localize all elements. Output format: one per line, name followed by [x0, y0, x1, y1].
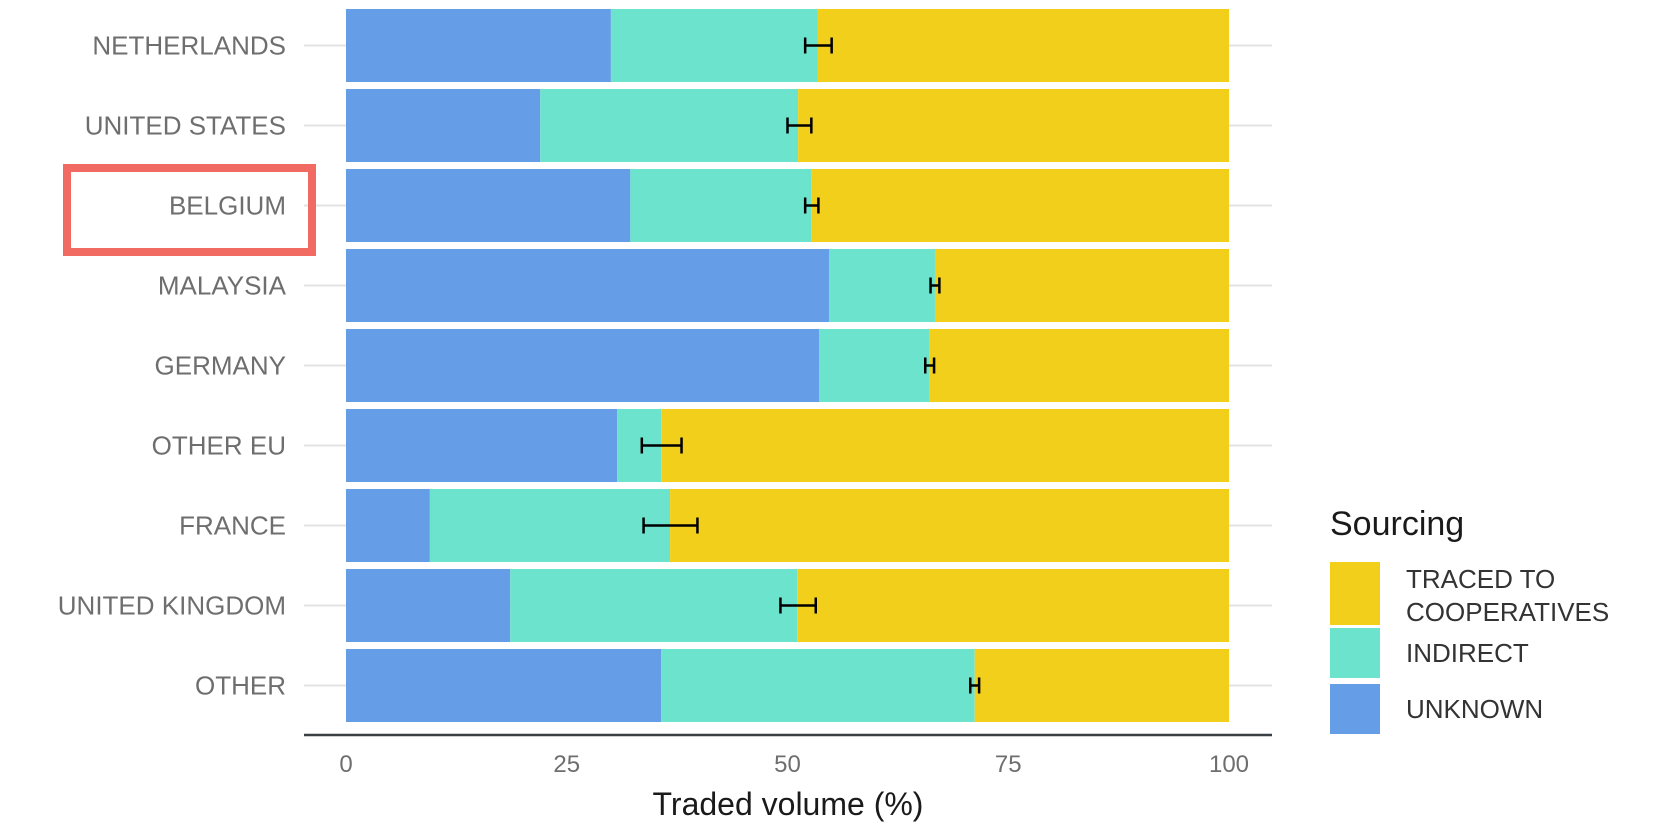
x-tick-label: 50: [774, 751, 801, 778]
error-bar: [803, 197, 820, 214]
bar-indirect-germany: [819, 329, 930, 402]
bar-traced-to-cooperatives-other: [974, 649, 1229, 722]
legend: Sourcing TRACED TO COOPERATIVES INDIRECT UN…: [1330, 505, 1609, 734]
bar-unknown-netherlands: [346, 9, 611, 82]
bar-traced-to-cooperatives-united-states: [798, 89, 1229, 162]
bar-unknown-united-kingdom: [346, 569, 511, 642]
bar-indirect-belgium: [630, 169, 812, 242]
legend-label: TRACED TO COOPERATIVES: [1406, 564, 1609, 627]
x-tick-label: 75: [995, 751, 1022, 778]
category-label: FRANCE: [179, 511, 286, 541]
legend-swatch: [1330, 628, 1380, 678]
category-label: UNITED KINGDOM: [58, 591, 286, 621]
error-bar: [642, 517, 699, 534]
error-bar: [923, 357, 936, 374]
error-bar: [929, 277, 941, 294]
x-tick-label: 25: [553, 751, 580, 778]
category-label: NETHERLANDS: [92, 31, 286, 61]
bar-traced-to-cooperatives-netherlands: [817, 9, 1229, 82]
bar-traced-to-cooperatives-malaysia: [934, 249, 1229, 322]
legend-label: INDIRECT: [1406, 638, 1529, 668]
bar-indirect-france: [429, 489, 671, 562]
error-bars: [640, 37, 981, 694]
bar-unknown-malaysia: [346, 249, 830, 322]
category-label: UNITED STATES: [85, 111, 286, 141]
bar-traced-to-cooperatives-other-eu: [661, 409, 1229, 482]
x-tick-labels: 0 25 50 75 100: [339, 751, 1249, 778]
bar-traced-to-cooperatives-belgium: [811, 169, 1229, 242]
bar-indirect-united-kingdom: [510, 569, 798, 642]
bar-indirect-other: [661, 649, 975, 722]
error-bar: [969, 677, 981, 694]
bar-unknown-belgium: [346, 169, 631, 242]
bar-unknown-other: [346, 649, 662, 722]
bar-unknown-united-states: [346, 89, 541, 162]
bar-unknown-other-eu: [346, 409, 618, 482]
bars: [346, 9, 1229, 722]
error-bar: [803, 37, 833, 54]
error-bar: [640, 437, 683, 454]
bar-traced-to-cooperatives-germany: [929, 329, 1229, 402]
category-labels: NETHERLANDS UNITED STATES BELGIUM MALAYSIA G…: [58, 31, 287, 701]
legend-swatch: [1330, 684, 1380, 734]
category-label: GERMANY: [155, 351, 286, 381]
category-label: MALAYSIA: [158, 271, 287, 301]
legend-swatch: [1330, 562, 1380, 625]
highlight-box: [63, 164, 316, 256]
category-label: OTHER: [195, 671, 286, 701]
category-label: BELGIUM: [169, 191, 286, 221]
legend-title: Sourcing: [1330, 505, 1464, 543]
error-bar: [786, 117, 813, 134]
error-bar: [779, 597, 818, 614]
x-axis-title: Traded volume (%): [653, 786, 924, 822]
legend-label: UNKNOWN: [1406, 694, 1543, 724]
category-label: OTHER EU: [152, 431, 286, 461]
x-tick-label: 0: [339, 751, 352, 778]
bar-unknown-germany: [346, 329, 820, 402]
bar-indirect-united-states: [540, 89, 799, 162]
bar-indirect-malaysia: [829, 249, 935, 322]
bar-indirect-netherlands: [610, 9, 818, 82]
bar-traced-to-cooperatives-united-kingdom: [797, 569, 1229, 642]
bar-unknown-france: [346, 489, 430, 562]
bar-traced-to-cooperatives-france: [670, 489, 1229, 562]
x-tick-label: 100: [1209, 751, 1249, 778]
